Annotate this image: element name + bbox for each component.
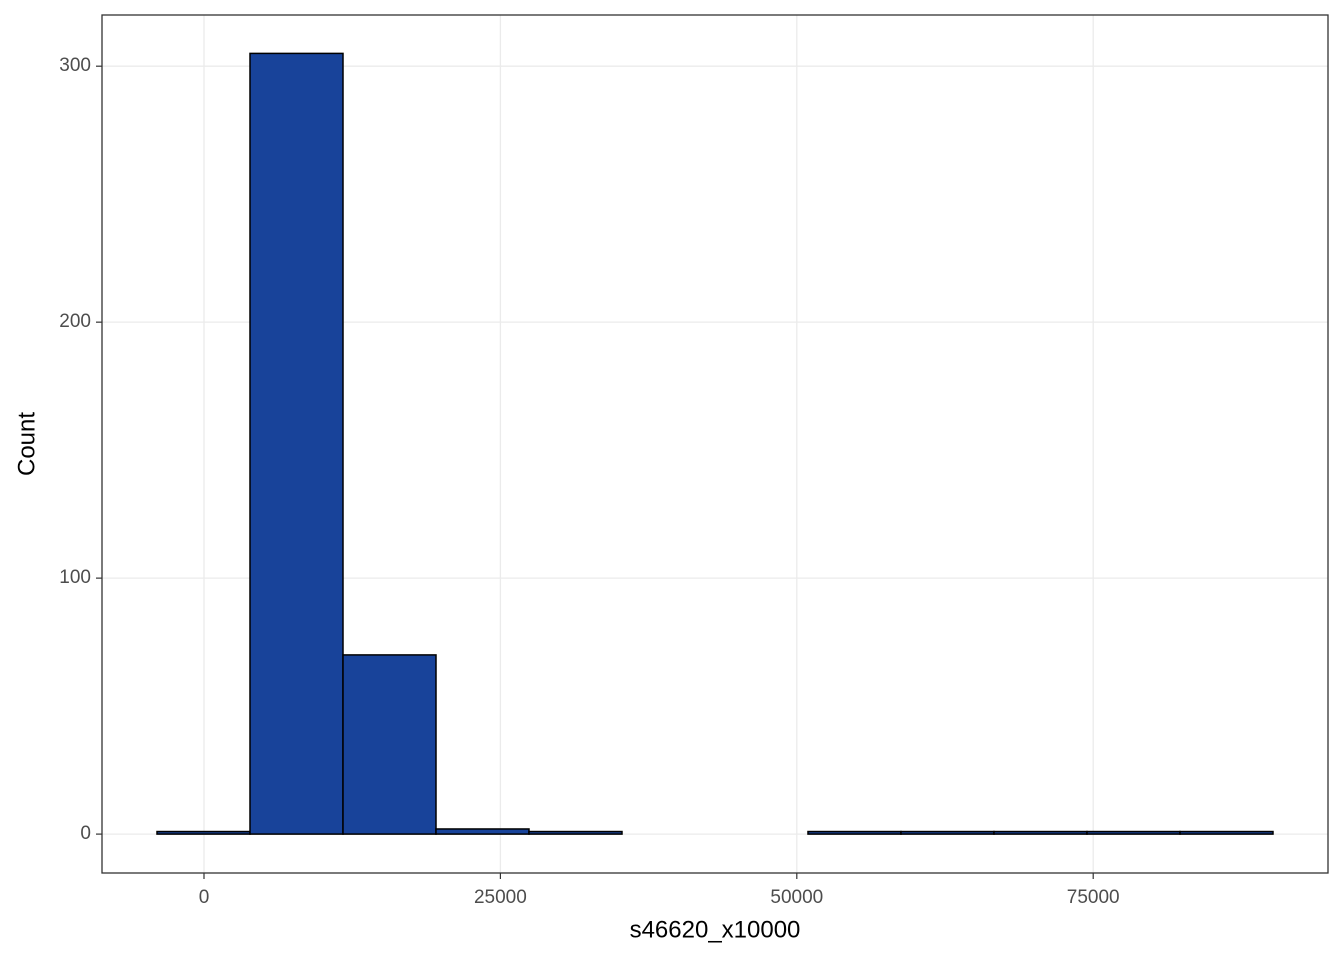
x-tick-label: 50000 [770,887,823,908]
bar [435,828,530,835]
y-tick-label: 0 [80,823,91,844]
y-tick-label: 300 [59,55,91,76]
plot-border [101,14,1329,874]
x-tick-label: 0 [199,887,210,908]
bar [807,830,902,835]
bar [1086,830,1181,835]
bar [528,830,623,835]
bar [1179,830,1274,835]
x-axis-title: s46620_x10000 [630,916,801,943]
y-axis-title: Count [13,412,40,476]
bar [342,654,437,835]
x-tick-label: 25000 [474,887,527,908]
bar [156,830,251,835]
bar [993,830,1088,835]
x-tick-label: 75000 [1067,887,1120,908]
y-tick-label: 100 [59,567,91,588]
bar [900,830,995,835]
bar [249,52,344,835]
y-tick-label: 200 [59,311,91,332]
